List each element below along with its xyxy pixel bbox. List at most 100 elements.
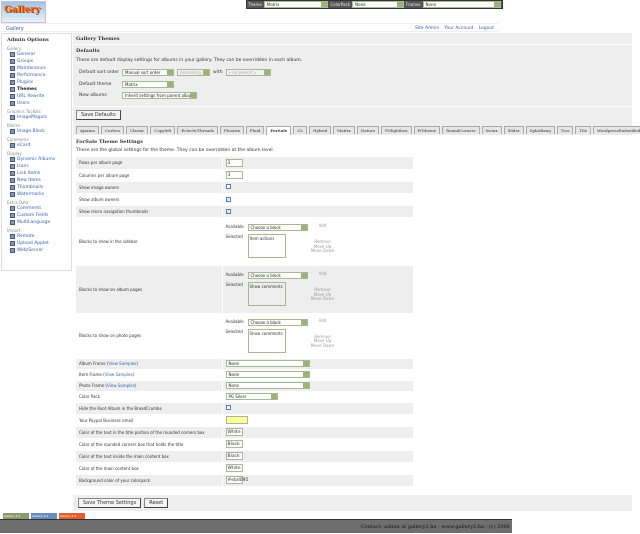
sidebar-item-watermarks[interactable]: Watermarks <box>7 191 66 198</box>
move-up-button[interactable]: Move Up <box>313 243 332 249</box>
save-theme-settings-button[interactable]: Save Theme Settings <box>78 498 142 508</box>
sidebar-item-dynamic-albums[interactable]: Dynamic Albums <box>7 156 66 163</box>
tab-fluid[interactable]: Fluid <box>245 126 265 134</box>
badge-2[interactable]: Gallery 2.2 <box>31 513 57 519</box>
sidebar-item-new-items[interactable]: New Items <box>7 177 66 184</box>
colorpack-select[interactable]: None <box>352 1 404 8</box>
move-down-button[interactable]: Move Down <box>310 296 335 301</box>
sidebar-item-link-items[interactable]: Link Items <box>7 170 66 177</box>
tab-classic[interactable]: Classic <box>125 126 149 134</box>
tab-tile[interactable]: Tile <box>575 126 591 134</box>
color-pack-select[interactable]: PG Silver <box>225 393 278 400</box>
frames-select[interactable]: None <box>422 1 501 8</box>
default-theme-select[interactable]: Matrix <box>122 81 174 88</box>
color-of-the-text-in-the-title-portion-of-the-rounded-corners-box-input[interactable]: White <box>225 428 243 436</box>
tab-roundcorners[interactable]: RoundCorners <box>442 126 480 134</box>
rows-per-album-page-input[interactable]: 3 <box>225 158 243 167</box>
move-down-button[interactable]: Move Down <box>310 342 335 348</box>
tab-wordpressembedded[interactable]: WordpressEmbedded <box>592 126 640 134</box>
sort-order-select[interactable]: Manual sort order <box>122 69 174 76</box>
sidebar-item-performance[interactable]: Performance <box>7 72 66 79</box>
tab-floatrix[interactable]: Floatrix <box>220 126 244 134</box>
badge-1[interactable]: Gallery 2.2 <box>3 513 29 519</box>
available-block-select[interactable]: Choose a block <box>247 318 308 326</box>
sidebar-item-comments[interactable]: Comments <box>7 205 66 212</box>
selected-blocks-list[interactable]: Item actions <box>247 234 286 258</box>
show-album-owners-checkbox[interactable]: ✓ <box>225 196 231 202</box>
badge-3[interactable]: Gallery 2.2 <box>59 513 85 519</box>
item-frame-select[interactable]: None <box>225 371 310 378</box>
view-samples-link[interactable]: View Samples <box>107 383 135 388</box>
show-micro-navigation-thumbnails-checkbox[interactable]: ✓ <box>225 208 231 214</box>
tab-nature[interactable]: Nature <box>356 126 380 134</box>
sidebar-item-themes[interactable]: Themes <box>7 86 66 93</box>
tab-slider[interactable]: Slider <box>503 126 524 134</box>
album-frame-select[interactable]: None <box>225 360 310 367</box>
setting-value: Black <box>221 450 413 463</box>
color-of-the-text-inside-the-main-content-box-input[interactable]: Black <box>225 452 243 460</box>
color-of-the-main-content-box-input[interactable]: White <box>225 464 243 472</box>
sidebar-item-users[interactable]: Users <box>7 100 66 107</box>
tab-siriux[interactable]: Siriux <box>481 126 502 134</box>
sidebar-item-upload-applet[interactable]: Upload Applet <box>7 240 66 247</box>
selected-blocks-list[interactable]: Show comments <box>247 282 286 306</box>
theme-select[interactable]: Matrix <box>263 1 329 8</box>
move-up-button[interactable]: Move Up <box>313 291 332 297</box>
site-admin-link[interactable]: Site Admin <box>414 26 440 31</box>
add-button[interactable]: Add <box>318 223 327 228</box>
sidebar-item-ecard[interactable]: eCard <box>7 142 66 149</box>
columns-per-album-page-input[interactable]: 3 <box>225 171 243 179</box>
tab-eclecticthreads[interactable]: EclecticThreads <box>177 126 219 134</box>
tab-pglightbox[interactable]: PGlightbox <box>381 126 412 134</box>
hide-the-root-album-in-the-breadcrumbs-checkbox[interactable] <box>225 405 231 410</box>
move-down-button[interactable]: Move Down <box>310 248 335 253</box>
background-color-of-your-colorpack-input[interactable]: #ebd095 <box>225 476 249 484</box>
remove-button[interactable]: Remove <box>314 287 331 292</box>
your-account-link[interactable]: Your Account <box>444 26 474 31</box>
new-albums-select[interactable]: Inherit settings from parent album <box>122 92 197 99</box>
add-button[interactable]: Add <box>318 317 327 323</box>
photo-frame-select[interactable]: None <box>225 382 310 389</box>
sidebar-item-url-rewrite[interactable]: URL Rewrite <box>7 93 66 100</box>
view-samples-link[interactable]: View Samples <box>104 372 133 377</box>
tab-hybrid[interactable]: Hybrid <box>309 126 332 134</box>
tab-forsale[interactable]: ForSale <box>266 126 292 135</box>
setting-value: ✓ <box>221 193 413 206</box>
available-block-select[interactable]: Choose a block <box>247 224 308 231</box>
sidebar-item-web-server[interactable]: Web/Server <box>7 247 66 254</box>
sidebar-item-plugins[interactable]: Plugins <box>7 79 66 86</box>
sidebar-item-icons[interactable]: Icons <box>7 163 66 170</box>
tab-matrix[interactable]: Matrix <box>333 126 355 134</box>
sidebar-item-multilanguage[interactable]: MultiLanguage <box>7 219 66 226</box>
add-button[interactable]: Add <box>318 271 327 276</box>
tab-copyleft[interactable]: Copyleft <box>150 126 176 134</box>
sidebar-item-maintenance[interactable]: Maintenance <box>7 65 66 72</box>
selected-blocks-list[interactable]: Show comments <box>247 328 286 353</box>
show-image-owners-checkbox[interactable] <box>225 184 231 189</box>
your-paypal-business-email-input[interactable] <box>225 415 248 424</box>
save-defaults-button[interactable]: Save Defaults <box>76 110 121 120</box>
remove-button[interactable]: Remove <box>314 333 331 339</box>
tab-ajaxian[interactable]: Ajaxian <box>76 126 100 134</box>
logout-link[interactable]: Logout <box>478 26 494 31</box>
sidebar-item-image-block[interactable]: Image Block <box>7 128 66 135</box>
sidebar-item-imagemagick[interactable]: ImageMagick <box>7 114 66 121</box>
available-block-select[interactable]: Choose a block <box>247 272 308 279</box>
color-of-the-rounded-corners-box-that-holds-the-title-input[interactable]: Black <box>225 440 243 448</box>
tab-pgtheme[interactable]: PGtheme <box>413 126 441 134</box>
sidebar-item-custom-fields[interactable]: Custom Fields <box>7 212 66 219</box>
breadcrumb-gallery[interactable]: Gallery <box>6 26 24 32</box>
sidebar-item-remote[interactable]: Remote <box>7 233 66 240</box>
tab-carbon[interactable]: Carbon <box>101 126 124 134</box>
sidebar-item-general[interactable]: General <box>7 51 66 58</box>
tab-g2[interactable]: G2 <box>293 126 308 134</box>
tab-splatbang[interactable]: SplatBang <box>525 126 555 134</box>
sidebar-item-groups[interactable]: Groups <box>7 58 66 65</box>
remove-button[interactable]: Remove <box>314 239 331 244</box>
move-up-button[interactable]: Move Up <box>313 338 332 343</box>
sidebar-item-thumbnails[interactable]: Thumbnails <box>7 184 66 191</box>
reset-button[interactable]: Reset <box>144 498 169 508</box>
gallery-logo[interactable]: Gallery <box>1 1 46 23</box>
view-samples-link[interactable]: View Samples <box>108 361 137 366</box>
tab-tico[interactable]: Tico <box>556 126 574 134</box>
